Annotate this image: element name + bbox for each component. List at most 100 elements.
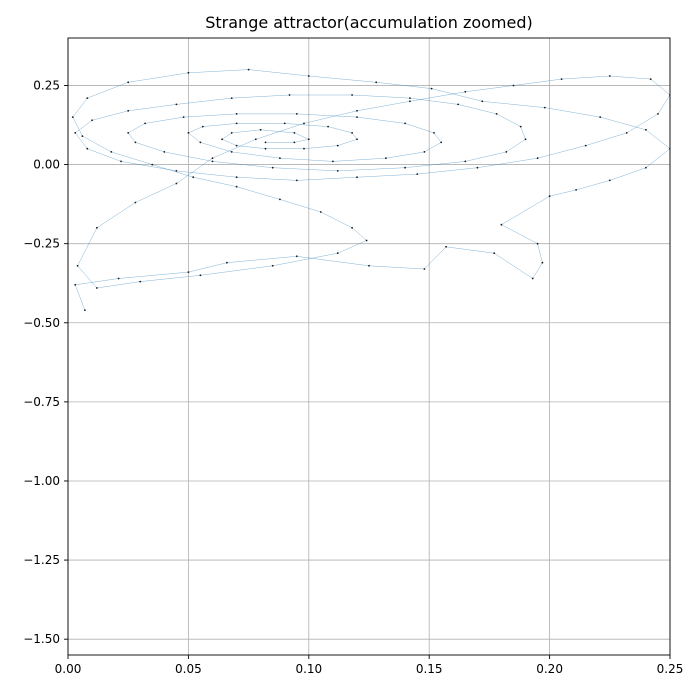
y-tick-label: −1.25	[23, 553, 60, 567]
y-tick-label: −1.50	[23, 632, 60, 646]
data-point	[271, 166, 274, 169]
data-point	[505, 151, 508, 153]
data-point	[279, 198, 281, 201]
data-point	[430, 87, 433, 90]
data-point	[96, 226, 98, 229]
data-point	[584, 144, 587, 147]
data-point	[356, 109, 358, 112]
data-point	[221, 138, 224, 141]
data-point	[182, 116, 185, 118]
data-point	[134, 201, 137, 204]
x-tick-label: 0.20	[536, 662, 563, 676]
data-point	[493, 252, 496, 255]
data-point	[404, 122, 406, 125]
data-point	[226, 261, 228, 264]
data-point	[457, 103, 459, 106]
data-point	[293, 132, 296, 134]
data-point	[445, 245, 447, 248]
data-point	[163, 151, 166, 153]
data-point	[356, 138, 358, 141]
data-point	[368, 264, 370, 267]
data-point	[127, 132, 130, 134]
data-point	[279, 157, 281, 160]
data-point	[375, 81, 378, 84]
x-tick-label: 0.15	[416, 662, 443, 676]
data-point	[548, 195, 551, 198]
y-tick-label: 0.25	[33, 78, 60, 92]
data-point	[423, 268, 426, 270]
data-point	[211, 160, 214, 163]
data-point	[524, 138, 527, 141]
data-point	[599, 116, 602, 118]
data-point	[74, 283, 77, 286]
data-point	[495, 113, 498, 115]
data-point	[536, 242, 539, 245]
data-point	[271, 264, 274, 267]
data-point	[76, 264, 79, 267]
data-point	[86, 147, 89, 150]
data-point	[235, 144, 238, 147]
data-point	[365, 239, 368, 242]
chart-title: Strange attractor(accumulation zoomed)	[205, 13, 533, 32]
data-point	[356, 116, 358, 118]
data-point	[235, 176, 238, 179]
data-point	[86, 97, 89, 99]
data-point	[464, 160, 467, 163]
data-point	[230, 97, 233, 99]
data-point	[120, 160, 122, 163]
data-point	[500, 223, 503, 226]
data-point	[649, 78, 652, 80]
y-tick-label: −1.00	[23, 474, 60, 488]
x-tick-label: 0.25	[657, 662, 684, 676]
data-point	[481, 100, 484, 103]
data-point	[319, 211, 322, 213]
data-point	[351, 132, 353, 134]
y-axis-ticks: 0.25 0.00 −0.25 −0.50 −0.75 −1.00 −1.25 −1.50	[23, 78, 68, 646]
data-point	[84, 309, 86, 311]
data-point	[187, 271, 190, 273]
data-point	[199, 141, 202, 144]
plot-frame	[67, 37, 671, 656]
data-point	[81, 135, 84, 138]
data-point	[476, 166, 479, 169]
data-point	[295, 255, 298, 258]
data-point	[575, 189, 577, 191]
data-point	[117, 277, 120, 280]
data-point	[175, 182, 178, 185]
data-point	[139, 280, 142, 283]
data-point	[259, 128, 262, 131]
y-tick-label: 0.00	[33, 158, 60, 172]
data-point	[645, 128, 647, 131]
x-tick-label: 0.10	[295, 662, 322, 676]
data-point	[230, 132, 233, 134]
data-point	[235, 113, 238, 115]
data-point	[351, 94, 353, 96]
data-point	[519, 125, 522, 128]
data-point	[608, 75, 611, 77]
y-tick-label: −0.25	[23, 237, 60, 251]
data-point	[295, 179, 298, 182]
data-point	[127, 81, 130, 84]
data-point	[134, 141, 137, 144]
data-point	[151, 163, 154, 166]
data-point	[235, 185, 238, 188]
data-point	[74, 132, 77, 134]
data-point	[211, 157, 214, 160]
data-point	[645, 166, 647, 169]
data-point	[409, 97, 411, 99]
data-points	[71, 68, 670, 311]
data-point	[303, 122, 305, 125]
data-point	[433, 132, 435, 134]
data-point	[336, 252, 339, 255]
data-point	[187, 132, 190, 134]
data-point	[96, 287, 98, 289]
data-point	[657, 113, 659, 115]
x-axis-ticks: 0.00 0.05 0.10 0.15 0.20 0.25	[55, 655, 684, 676]
data-point	[512, 84, 515, 87]
y-tick-label: −0.50	[23, 316, 60, 330]
data-point	[293, 141, 296, 144]
data-point	[201, 125, 204, 128]
data-point	[351, 226, 353, 229]
